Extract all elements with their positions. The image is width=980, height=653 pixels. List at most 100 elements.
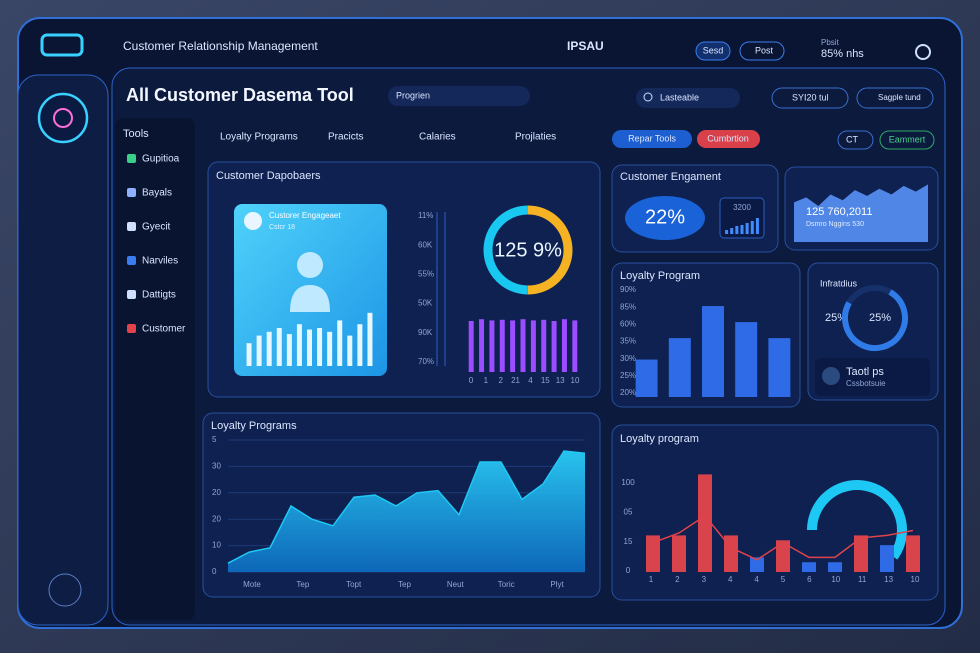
axis-label: 10: [831, 575, 840, 584]
rail: [17, 74, 109, 626]
axis-label: 30: [212, 462, 221, 471]
bar: [276, 328, 282, 366]
axis-label: 13: [884, 575, 893, 584]
axis-label: 50K: [418, 299, 433, 308]
axis-label: 100: [621, 478, 635, 487]
panel: [611, 424, 939, 601]
button[interactable]: [697, 130, 760, 148]
ring-label: 25%: [869, 312, 891, 324]
bar: [668, 338, 691, 397]
sidebar-item[interactable]: Dattigts: [142, 290, 176, 301]
bar: [510, 320, 516, 372]
bar: [246, 343, 252, 366]
bar: [698, 474, 712, 572]
panel-title: Loyalty Program: [620, 270, 700, 282]
button[interactable]: [879, 130, 935, 150]
axis-label: 85%: [620, 302, 636, 311]
bar: [750, 557, 764, 572]
bar: [468, 321, 474, 372]
panel-title: Loyalty program: [620, 433, 699, 445]
sidebar-item[interactable]: Gyecit: [142, 222, 171, 233]
bar: [296, 324, 302, 366]
dropdown[interactable]: [388, 86, 530, 106]
axis-label: 20: [212, 488, 221, 497]
status: 85% nhs: [821, 48, 864, 60]
tab[interactable]: Projlaties: [515, 132, 556, 143]
item-icon: [127, 188, 136, 197]
axis-label: Topt: [346, 580, 362, 589]
button-label: Post: [755, 45, 774, 55]
bar: [635, 359, 658, 397]
chip[interactable]: [856, 87, 934, 109]
bar: [286, 334, 292, 366]
button-label: Cumbrtion: [707, 133, 749, 143]
axis-label: Plyt: [550, 580, 564, 589]
card-title: Custorer Engageaet: [269, 211, 341, 220]
bar: [740, 225, 744, 234]
panel-title: Customer Engament: [620, 171, 721, 183]
rail-icon[interactable]: [48, 573, 82, 607]
logo: [40, 33, 84, 57]
bar: [750, 221, 754, 234]
tab[interactable]: Pracicts: [328, 132, 364, 143]
ring: [842, 285, 908, 351]
bar: [646, 535, 660, 572]
axis-label: 10: [571, 376, 580, 385]
axis-label: 90%: [620, 285, 636, 294]
axis-label: Tep: [296, 580, 309, 589]
person-icon: [290, 285, 330, 312]
button-label: Eammert: [889, 134, 926, 144]
axis-label: 15: [541, 376, 550, 385]
item-icon: [127, 256, 136, 265]
axis-label: 90K: [418, 328, 433, 337]
search[interactable]: [636, 88, 740, 108]
avatar: [244, 212, 262, 230]
sidebar-item[interactable]: Customer: [142, 324, 186, 335]
status-caption: Pbsit: [821, 38, 840, 47]
sidebar: [115, 118, 195, 620]
bar: [327, 331, 333, 366]
axis-label: 5: [781, 575, 786, 584]
bar: [745, 223, 749, 234]
area: [794, 184, 928, 242]
axis-label: 30%: [620, 354, 636, 363]
bar: [735, 226, 739, 234]
axis-label: 11%: [418, 211, 433, 220]
bar: [520, 319, 526, 372]
axis-label: 4: [728, 575, 733, 584]
bar: [367, 312, 373, 366]
bar: [317, 328, 323, 366]
item-icon: [127, 222, 136, 231]
donut-segment: [483, 205, 573, 295]
bar: [802, 562, 816, 572]
revenue-label: 125 760,2011: [806, 206, 872, 218]
axis-label: 0: [469, 376, 474, 385]
axis-label: 0: [212, 567, 217, 576]
footer-card: [815, 358, 930, 396]
bar: [725, 230, 729, 234]
settings-icon[interactable]: [915, 44, 931, 60]
bar: [724, 535, 738, 572]
bar: [337, 320, 343, 366]
chip[interactable]: [771, 87, 849, 109]
tab[interactable]: Loyalty Programs: [220, 132, 298, 143]
axis-label: 4: [528, 376, 533, 385]
button[interactable]: [739, 41, 785, 61]
button[interactable]: [612, 130, 692, 148]
chip-label: SYI20 tul: [792, 92, 829, 102]
brand: IPSAU: [567, 39, 604, 53]
button[interactable]: [695, 41, 731, 61]
bar: [880, 545, 894, 572]
axis-label: 0: [626, 566, 631, 575]
tab[interactable]: Calaries: [419, 132, 456, 143]
sidebar-item[interactable]: Narviles: [142, 256, 178, 267]
search-text: Lasteable: [660, 92, 699, 102]
sidebar-item[interactable]: Gupitioa: [142, 154, 180, 165]
sidebar-item[interactable]: Bayals: [142, 188, 172, 199]
select[interactable]: [837, 130, 874, 150]
axis-label: 2: [498, 376, 503, 385]
axis-label: 35%: [620, 337, 636, 346]
profile-icon[interactable]: [37, 92, 89, 144]
mini-card-label: 3200: [733, 203, 751, 212]
